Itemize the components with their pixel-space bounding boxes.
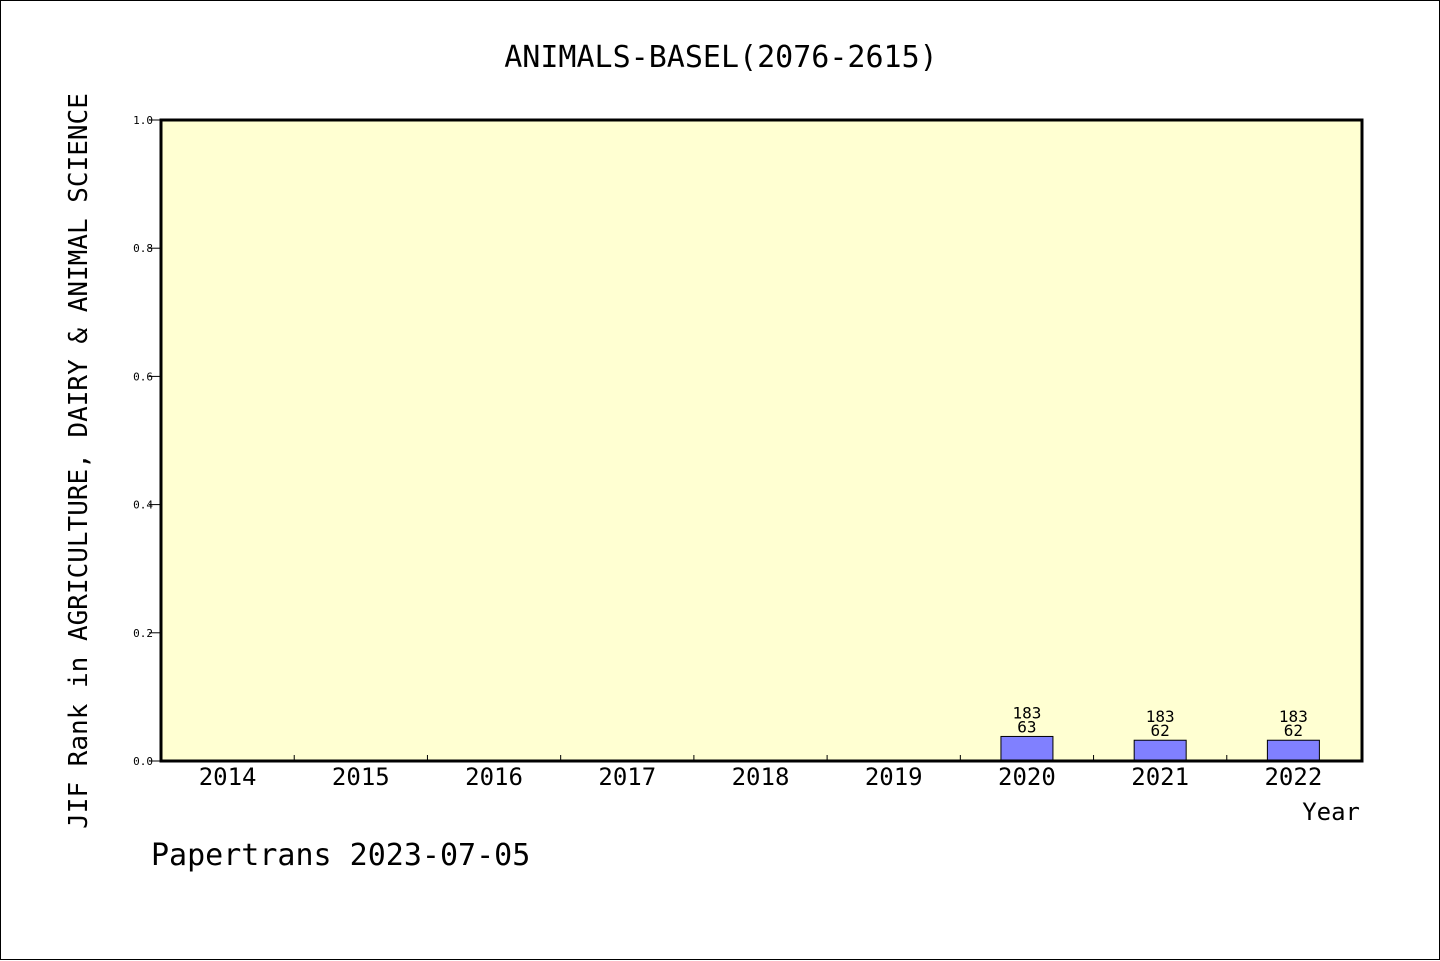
y-tick-label: 0.8 [133,242,153,255]
x-tick-label: 2022 [1264,763,1322,791]
chart-title: ANIMALS-BASEL(2076-2615) [504,40,937,75]
x-axis-label: Year [1302,798,1360,826]
bar-label-total: 183 [1012,703,1041,722]
bar-label-total: 183 [1279,707,1308,726]
x-tick-label: 2021 [1131,763,1189,791]
y-tick-label: 1.0 [133,114,153,127]
y-tick-label: 0.4 [133,499,153,512]
x-tick-label: 2019 [865,763,923,791]
bar-label-rank: 63 [1017,717,1036,736]
plot-area [161,120,1362,761]
bar-2020 [1000,735,1054,762]
bar-label-rank: 62 [1284,721,1303,740]
x-tick-label: 2017 [598,763,656,791]
bar-label-rank: 62 [1151,721,1170,740]
x-tick-label: 2020 [998,763,1056,791]
footer-text: Papertrans 2023-07-05 [151,838,530,873]
y-tick-label: 0.2 [133,627,153,640]
y-tick-label: 0.0 [133,755,153,768]
bar-label-total: 183 [1146,707,1175,726]
bar-2021 [1133,739,1187,762]
x-tick-label: 2015 [332,763,390,791]
x-tick-label: 2016 [465,763,523,791]
ticks-layer: 0.0 0.2 0.4 0.6 0.8 1.0 2014 2015 2016 2017 2018 20… [133,114,1322,791]
x-tick-label: 2014 [199,763,257,791]
y-axis-label: JIF Rank in AGRICULTURE, DAIRY & ANIMAL … [64,93,94,829]
plot-frame [159,118,1364,763]
bar-2022 [1266,739,1320,762]
y-tick-label: 0.6 [133,370,153,383]
x-tick-label: 2018 [732,763,790,791]
